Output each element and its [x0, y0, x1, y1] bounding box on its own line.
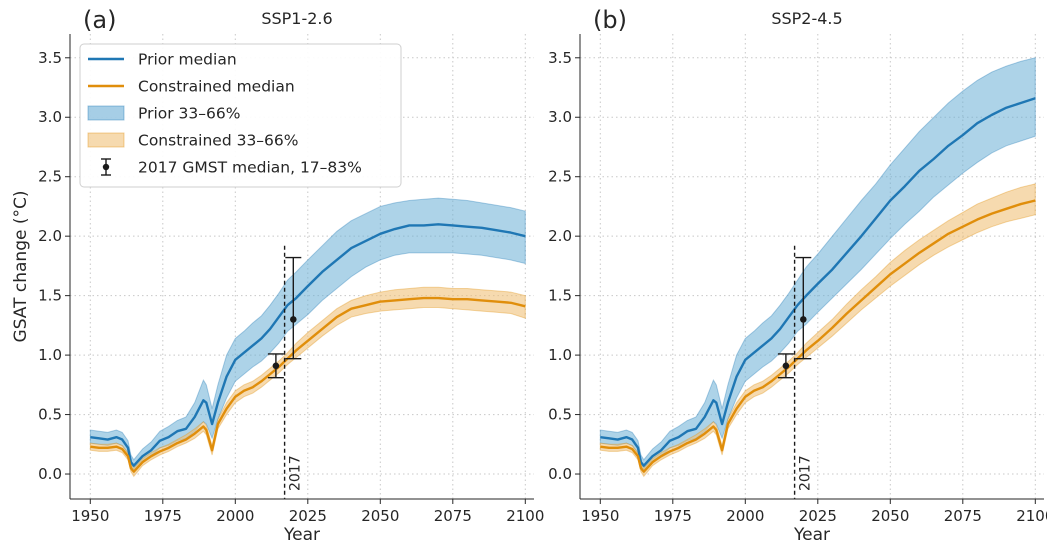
x-tick-label: 1950	[581, 507, 619, 525]
constrained-band	[599, 183, 1036, 478]
legend-label: Constrained 33–66%	[138, 132, 299, 150]
y-tick-label: 2.0	[548, 227, 572, 245]
panel-letter: (a)	[83, 6, 116, 34]
x-tick-label: 2100	[506, 507, 544, 525]
panel-title: SSP2-4.5	[771, 9, 842, 28]
reference-2017-label: 2017	[288, 455, 304, 491]
legend-label: Prior 33–66%	[138, 105, 240, 123]
x-tick-label: 2000	[726, 507, 764, 525]
y-tick-label: 2.0	[38, 227, 62, 245]
constrained-median-line	[600, 199, 1036, 473]
y-tick-label: 3.0	[38, 108, 62, 126]
y-tick-label: 3.5	[548, 49, 572, 67]
x-tick-label: 2100	[1016, 507, 1047, 525]
legend-box	[79, 43, 402, 188]
panel-a: 2017 1950 1975 2000 2025 2050 2075 2100 0.0 0.5 1.…	[11, 6, 544, 545]
panel-letter: (b)	[593, 6, 627, 34]
panel-b: 2017 1950 1975 2000 2025 2050 2075 2100 0.0 0.5 1.…	[548, 6, 1047, 545]
legend: Prior median Constrained median Prior 33–6…	[79, 43, 402, 188]
x-tick-label: 1975	[144, 507, 182, 525]
x-tick-label: 2025	[289, 507, 327, 525]
x-axis-title: Year	[793, 525, 830, 545]
prior-median-line	[600, 97, 1036, 467]
x-tick-label: 2050	[361, 507, 399, 525]
reference-2017-label: 2017	[798, 455, 814, 491]
y-tick-label: 2.5	[548, 168, 572, 186]
x-axis-title: Year	[283, 525, 320, 545]
y-axis-title: GSAT change (°C)	[11, 191, 31, 343]
x-tick-label: 2075	[434, 507, 472, 525]
obs-point	[272, 362, 280, 370]
legend-label: Constrained median	[138, 78, 295, 96]
x-tick-label: 2050	[871, 507, 909, 525]
x-tick-label: 2000	[216, 507, 254, 525]
y-tick-label: 1.0	[548, 346, 572, 364]
y-tick-label: 1.5	[548, 287, 572, 305]
legend-label: Prior median	[138, 51, 237, 69]
prior-median-line	[90, 223, 526, 467]
y-tick-label: 0.0	[548, 465, 572, 483]
x-tick-label: 2075	[944, 507, 982, 525]
x-tick-label: 2025	[799, 507, 837, 525]
obs-point	[800, 316, 807, 323]
legend-band-swatch	[87, 105, 125, 121]
obs-point	[290, 316, 297, 323]
y-tick-label: 1.0	[38, 346, 62, 364]
y-tick-label: 0.5	[548, 406, 572, 424]
panel-title: SSP1-2.6	[261, 9, 332, 28]
y-tick-label: 3.0	[548, 108, 572, 126]
legend-label: 2017 GMST median, 17–83%	[138, 159, 362, 177]
y-tick-label: 2.5	[38, 168, 62, 186]
legend-point-swatch	[102, 163, 110, 171]
obs-point	[782, 362, 790, 370]
y-tick-label: 1.5	[38, 287, 62, 305]
constrained-median-line	[90, 296, 526, 473]
y-tick-label: 0.0	[38, 465, 62, 483]
x-tick-label: 1975	[654, 507, 692, 525]
legend-band-swatch	[87, 132, 125, 148]
y-tick-label: 3.5	[38, 49, 62, 67]
x-tick-label: 1950	[71, 507, 109, 525]
y-tick-label: 0.5	[38, 406, 62, 424]
